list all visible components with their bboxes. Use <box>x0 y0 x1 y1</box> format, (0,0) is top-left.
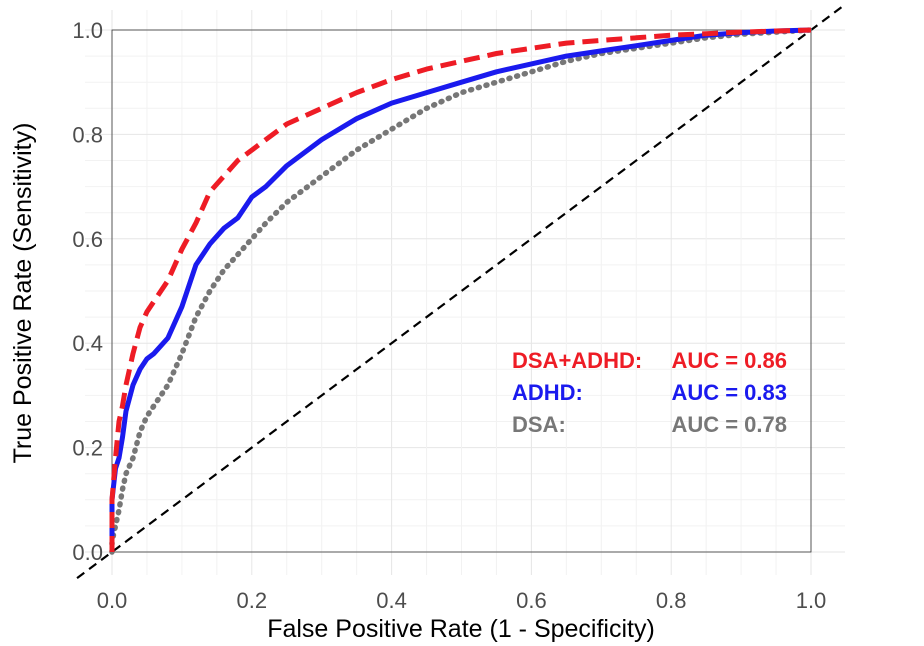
y-tick-label: 1.0 <box>72 18 103 43</box>
legend-label-name: DSA: <box>512 412 566 437</box>
y-tick-label: 0.6 <box>72 227 103 252</box>
x-tick-labels: 0.0 0.2 0.4 0.6 0.8 1.0 <box>97 588 827 613</box>
grid <box>85 10 845 575</box>
legend-label-name: DSA+ADHD: <box>512 348 642 373</box>
x-tick-label: 0.6 <box>516 588 547 613</box>
x-tick-label: 1.0 <box>796 588 827 613</box>
legend: DSA+ADHD: AUC = 0.86 ADHD: AUC = 0.83 DSA: AU… <box>512 348 787 437</box>
y-tick-label: 0.4 <box>72 331 103 356</box>
plot-border <box>111 29 812 553</box>
series-lines <box>109 27 814 555</box>
roc-curve-dsa-adhd <box>109 27 812 552</box>
x-tick-label: 0.4 <box>376 588 407 613</box>
legend-label-name: ADHD: <box>512 380 583 405</box>
legend-label-auc: AUC = 0.86 <box>671 348 787 373</box>
y-tick-label: 0.8 <box>72 122 103 147</box>
y-tick-label: 0.0 <box>72 540 103 565</box>
x-axis-title: False Positive Rate (1 - Specificity) <box>267 615 655 643</box>
x-tick-label: 0.2 <box>237 588 268 613</box>
legend-label-auc: AUC = 0.83 <box>671 380 787 405</box>
diagonal-line <box>76 3 847 579</box>
roc-curve-adhd <box>109 27 812 552</box>
reference-diagonal <box>76 3 847 579</box>
x-tick-label: 0.8 <box>656 588 687 613</box>
y-axis-title: True Positive Rate (Sensitivity) <box>9 123 37 464</box>
y-tick-labels: 0.0 0.2 0.4 0.6 0.8 1.0 <box>72 18 103 565</box>
y-tick-label: 0.2 <box>72 436 103 461</box>
roc-curve-dsa <box>109 27 814 555</box>
legend-label-auc: AUC = 0.78 <box>671 412 787 437</box>
x-tick-label: 0.0 <box>97 588 128 613</box>
